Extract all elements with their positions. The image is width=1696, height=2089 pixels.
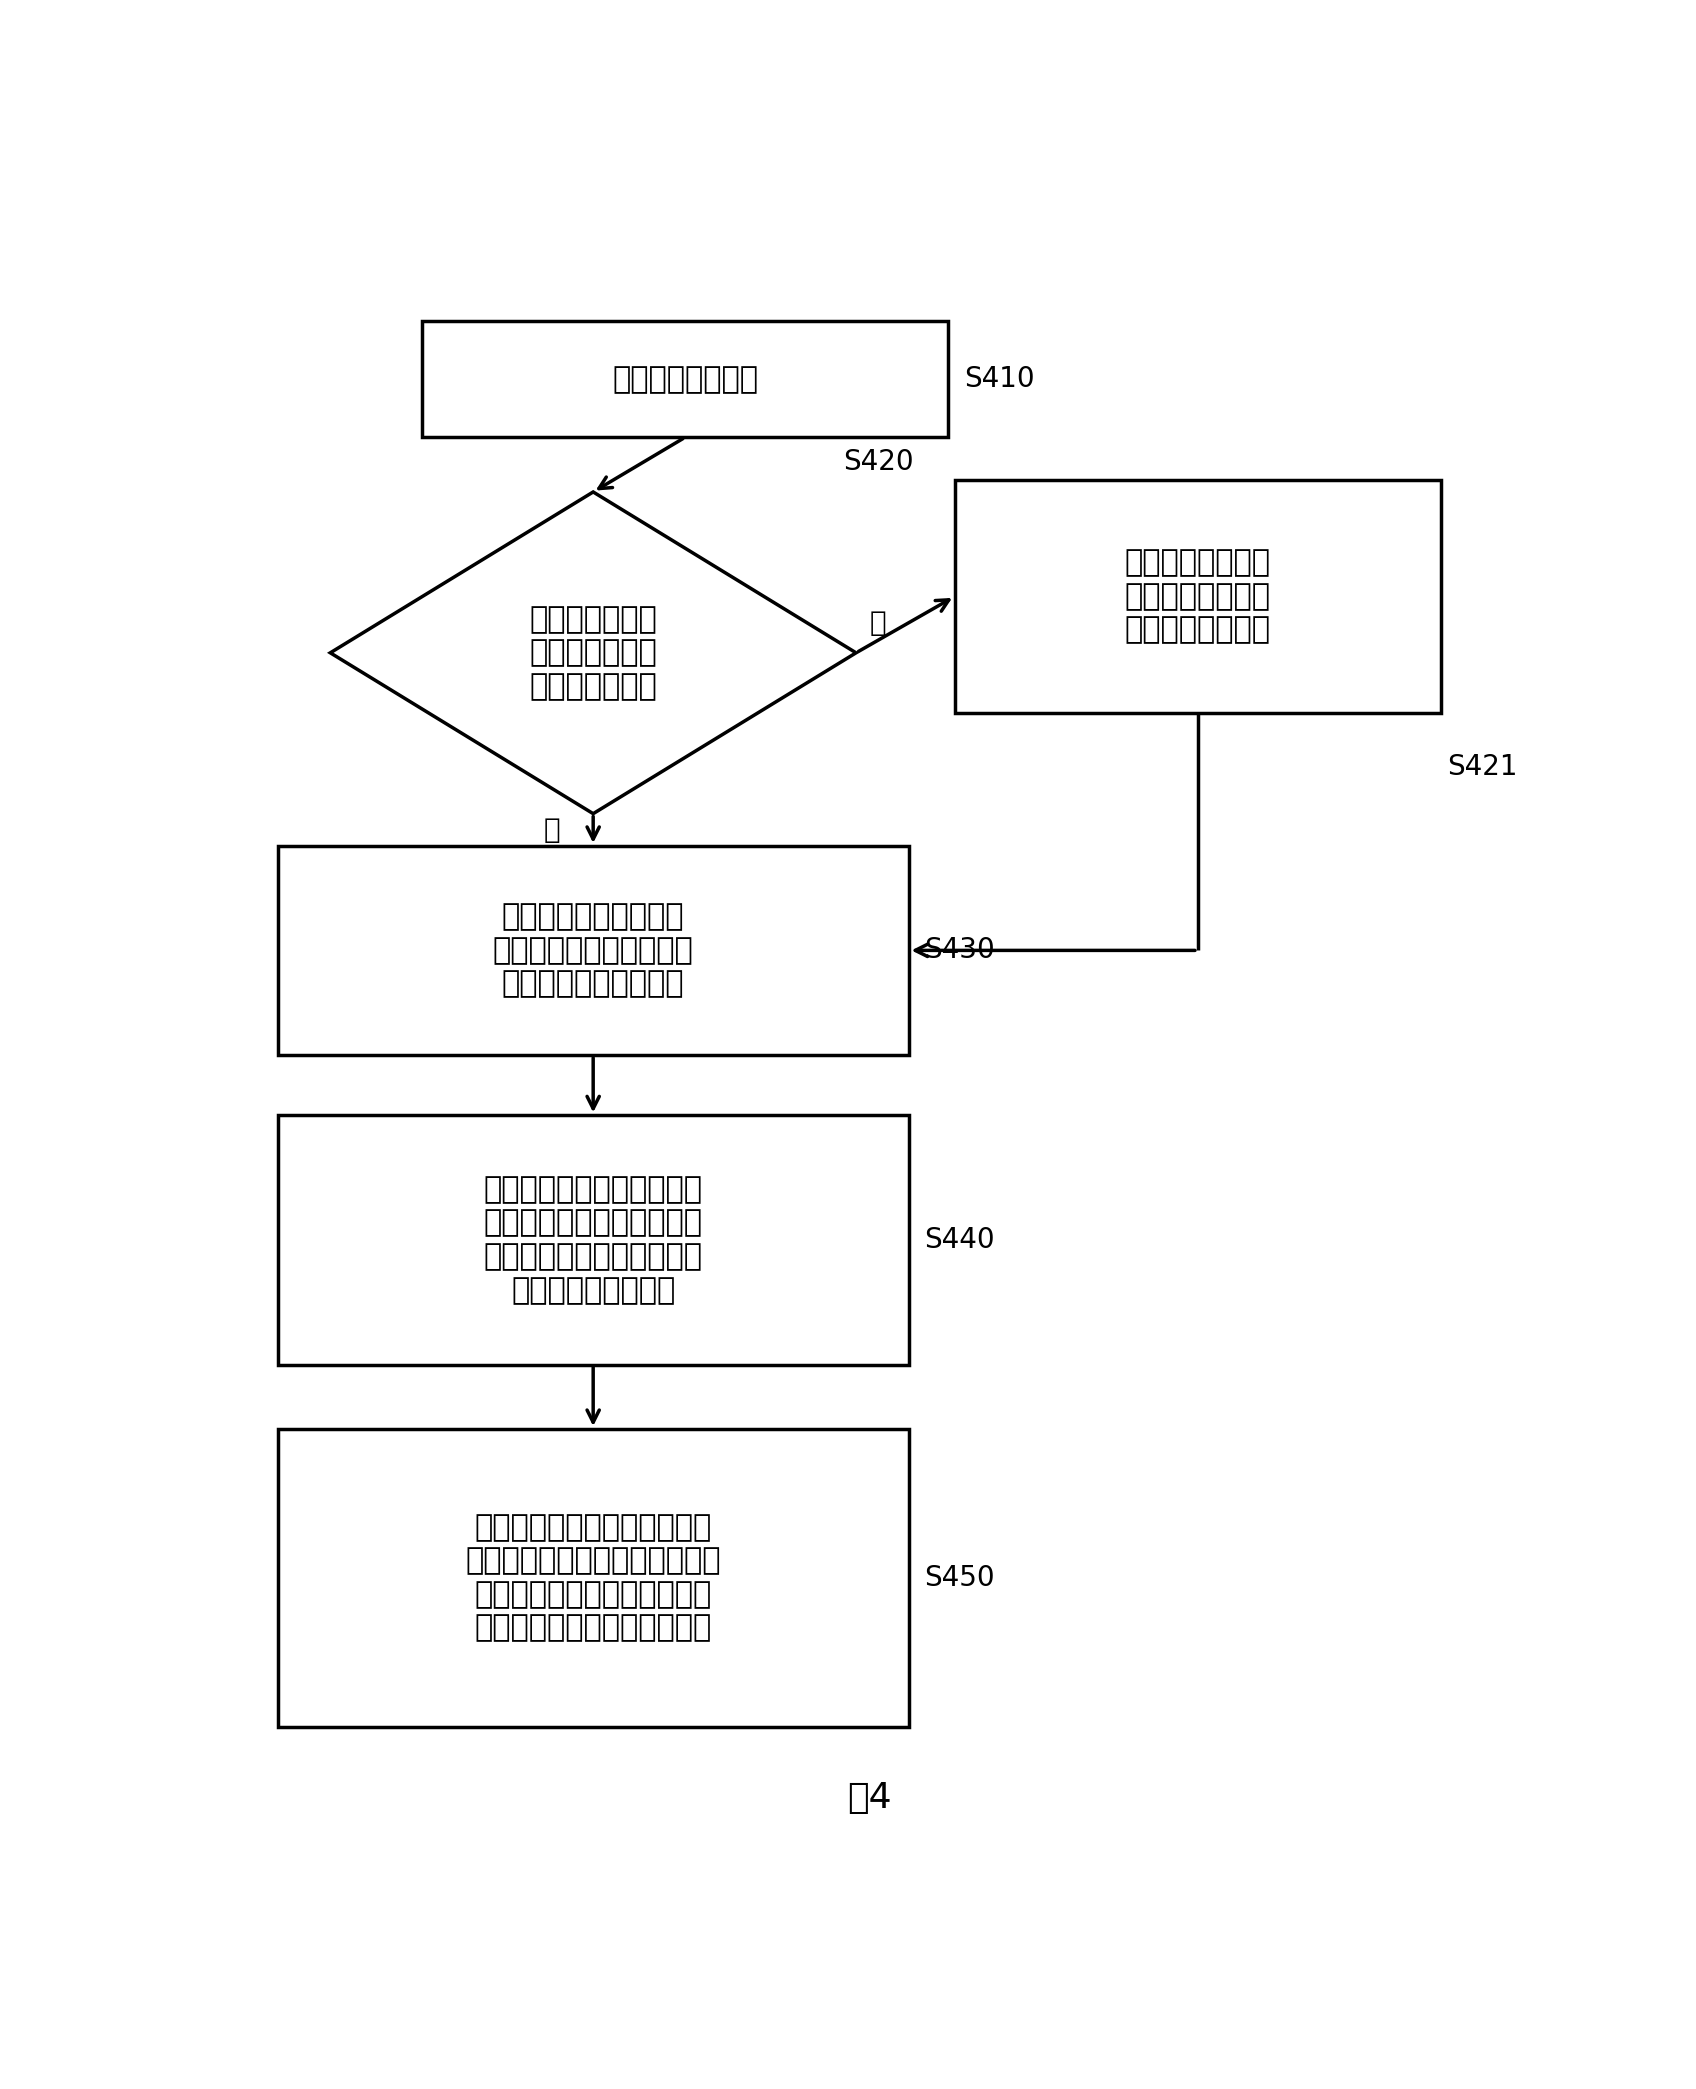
Text: 输入一组输入信号: 输入一组输入信号 <box>612 366 758 395</box>
Text: 强制高压端驱动级
及低压端驱动级的
输出信号呈现低态: 强制高压端驱动级 及低压端驱动级的 输出信号呈现低态 <box>1124 549 1270 646</box>
Text: S450: S450 <box>924 1565 996 1592</box>
Text: S420: S420 <box>843 447 914 476</box>
Text: 否: 否 <box>544 815 560 844</box>
Polygon shape <box>331 493 856 815</box>
Bar <box>422 322 948 437</box>
Text: 根据控制信号，来转换
输入信号，以产生一高压
端信号及一低压端信号: 根据控制信号，来转换 输入信号，以产生一高压 端信号及一低压端信号 <box>494 902 694 999</box>
Bar <box>278 846 909 1055</box>
Text: 低压电压位准转
换器的一供应电
源小于一预设值: 低压电压位准转 换器的一供应电 源小于一预设值 <box>529 604 656 702</box>
Text: 转换高压端信号，以产生两
个高压端输出控制信号，以
及转换低压端信号，以产生
低压端输出控制信号: 转换高压端信号，以产生两 个高压端输出控制信号，以 及转换低压端信号，以产生 低… <box>483 1174 702 1306</box>
Text: 根据高压端输出控制信号，来
控制高压端驱动级的输出信号，
根据低压端输出控制信号，来
控制低压端驱动级的输出信号: 根据高压端输出控制信号，来 控制高压端驱动级的输出信号， 根据低压端输出控制信号… <box>465 1512 721 1642</box>
Text: S440: S440 <box>924 1226 996 1253</box>
Text: 是: 是 <box>868 608 885 637</box>
Text: 图4: 图4 <box>846 1782 892 1815</box>
Bar <box>278 1429 909 1726</box>
Text: S410: S410 <box>963 366 1035 393</box>
Bar <box>278 1116 909 1364</box>
Bar <box>955 480 1442 712</box>
Text: S421: S421 <box>1448 754 1518 781</box>
Text: S430: S430 <box>924 936 996 965</box>
